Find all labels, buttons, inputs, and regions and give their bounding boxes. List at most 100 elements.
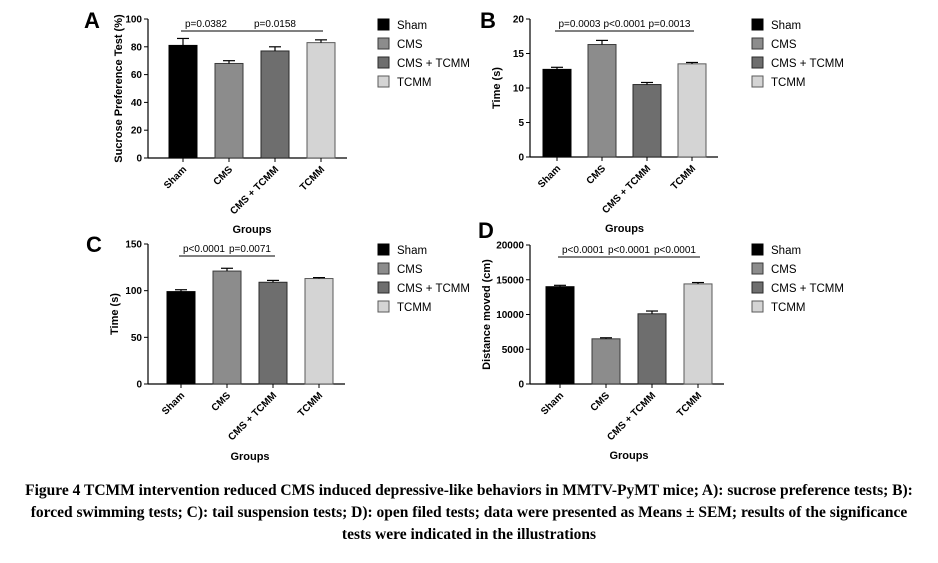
y-tick-label: 100 xyxy=(125,15,142,26)
legend-swatch xyxy=(751,243,764,256)
legend-swatch xyxy=(377,75,390,88)
legend-swatch xyxy=(751,281,764,294)
legend-swatch xyxy=(751,300,764,313)
bar xyxy=(306,42,336,159)
panel-letter: C xyxy=(86,232,102,257)
bar xyxy=(683,283,713,385)
y-tick-label: 100 xyxy=(125,286,142,297)
bar xyxy=(166,291,196,385)
y-tick-label: 20 xyxy=(131,126,143,137)
x-category-label: Sham xyxy=(536,163,563,190)
legend-swatch xyxy=(377,262,390,275)
panel-letter: D xyxy=(478,218,494,243)
x-category-label: Sham xyxy=(160,390,187,417)
legend: Sham CMS CMS + TCMM TCMM xyxy=(377,243,470,314)
y-tick-label: 15000 xyxy=(496,275,524,286)
p-value-label: p<0.0001 xyxy=(562,245,604,256)
legend-swatch xyxy=(377,18,390,31)
y-tick-label: 0 xyxy=(518,153,524,164)
bar xyxy=(545,286,575,385)
legend-label: Sham xyxy=(397,20,427,32)
legend-swatch xyxy=(751,56,764,69)
p-value-label: p=0.0382 xyxy=(185,19,227,30)
y-tick-label: 150 xyxy=(125,240,142,251)
legend-label: CMS xyxy=(771,39,797,51)
legend-label: Sham xyxy=(771,245,801,257)
y-tick-label: 20 xyxy=(513,15,525,26)
bar xyxy=(587,44,617,158)
bar xyxy=(214,62,244,159)
legend-swatch xyxy=(377,37,390,50)
legend-label: CMS + TCMM xyxy=(397,283,470,295)
y-tick-label: 5000 xyxy=(502,345,525,356)
y-axis-title: Time (s) xyxy=(109,293,121,335)
y-tick-label: 0 xyxy=(136,154,142,165)
legend-label: CMS + TCMM xyxy=(771,283,844,295)
x-axis-title: Groups xyxy=(232,224,271,236)
y-tick-label: 10000 xyxy=(496,310,524,321)
p-value-label: p<0.0001 xyxy=(654,245,696,256)
legend-swatch xyxy=(377,56,390,69)
legend-label: CMS xyxy=(397,39,423,51)
x-category-label: TCMM xyxy=(296,390,325,419)
x-category-label: CMS + TCMM xyxy=(605,390,658,443)
legend-swatch xyxy=(751,37,764,50)
p-value-label: p=0.0158 xyxy=(254,19,296,30)
y-tick-label: 40 xyxy=(131,98,143,109)
y-tick-label: 20000 xyxy=(496,241,524,252)
y-tick-label: 60 xyxy=(131,70,143,81)
legend-label: TCMM xyxy=(397,302,432,314)
x-category-label: Sham xyxy=(539,390,566,417)
bar xyxy=(168,44,198,159)
legend-swatch xyxy=(377,243,390,256)
p-value-label: p=0.0071 xyxy=(229,244,271,255)
bar xyxy=(637,313,667,385)
figure-caption: Figure 4 TCMM intervention reduced CMS i… xyxy=(25,482,913,543)
legend-label: CMS + TCMM xyxy=(771,58,844,70)
bar xyxy=(677,63,707,158)
p-value-label: p<0.0001 xyxy=(183,244,225,255)
p-value-label: p<0.0001 xyxy=(604,19,646,30)
legend-label: Sham xyxy=(771,20,801,32)
p-value-label: p=0.0013 xyxy=(649,19,691,30)
bar xyxy=(258,281,288,385)
y-tick-label: 10 xyxy=(513,84,525,95)
panel-letter: B xyxy=(480,8,496,33)
x-axis-title: Groups xyxy=(609,450,648,462)
y-axis-title: Time (s) xyxy=(491,67,503,109)
p-value-label: p=0.0003 xyxy=(559,19,601,30)
x-category-label: TCMM xyxy=(669,163,698,192)
x-category-label: CMS xyxy=(585,163,609,187)
x-category-label: CMS + TCMM xyxy=(228,164,281,217)
panel-letter: A xyxy=(84,8,100,33)
legend-swatch xyxy=(377,281,390,294)
legend-swatch xyxy=(751,75,764,88)
x-category-label: CMS + TCMM xyxy=(600,163,653,216)
bar xyxy=(212,270,242,385)
x-axis-title: Groups xyxy=(230,451,269,463)
bar xyxy=(260,50,290,159)
x-category-label: CMS xyxy=(210,390,234,414)
legend: Sham CMS CMS + TCMM TCMM xyxy=(751,243,844,314)
x-category-label: Sham xyxy=(162,164,189,191)
x-category-label: TCMM xyxy=(675,390,704,419)
y-axis-title: Distance moved (cm) xyxy=(481,259,493,370)
y-tick-label: 80 xyxy=(131,42,143,53)
legend-label: TCMM xyxy=(397,77,432,89)
legend-label: CMS xyxy=(397,264,423,276)
legend: Sham CMS CMS + TCMM TCMM xyxy=(751,18,844,89)
bar xyxy=(542,68,572,158)
bar xyxy=(304,278,334,385)
legend-label: TCMM xyxy=(771,77,806,89)
p-value-label: p<0.0001 xyxy=(608,245,650,256)
x-category-label: CMS + TCMM xyxy=(226,390,279,443)
y-tick-label: 0 xyxy=(518,380,524,391)
legend-swatch xyxy=(377,300,390,313)
legend-label: CMS xyxy=(771,264,797,276)
legend-label: TCMM xyxy=(771,302,806,314)
